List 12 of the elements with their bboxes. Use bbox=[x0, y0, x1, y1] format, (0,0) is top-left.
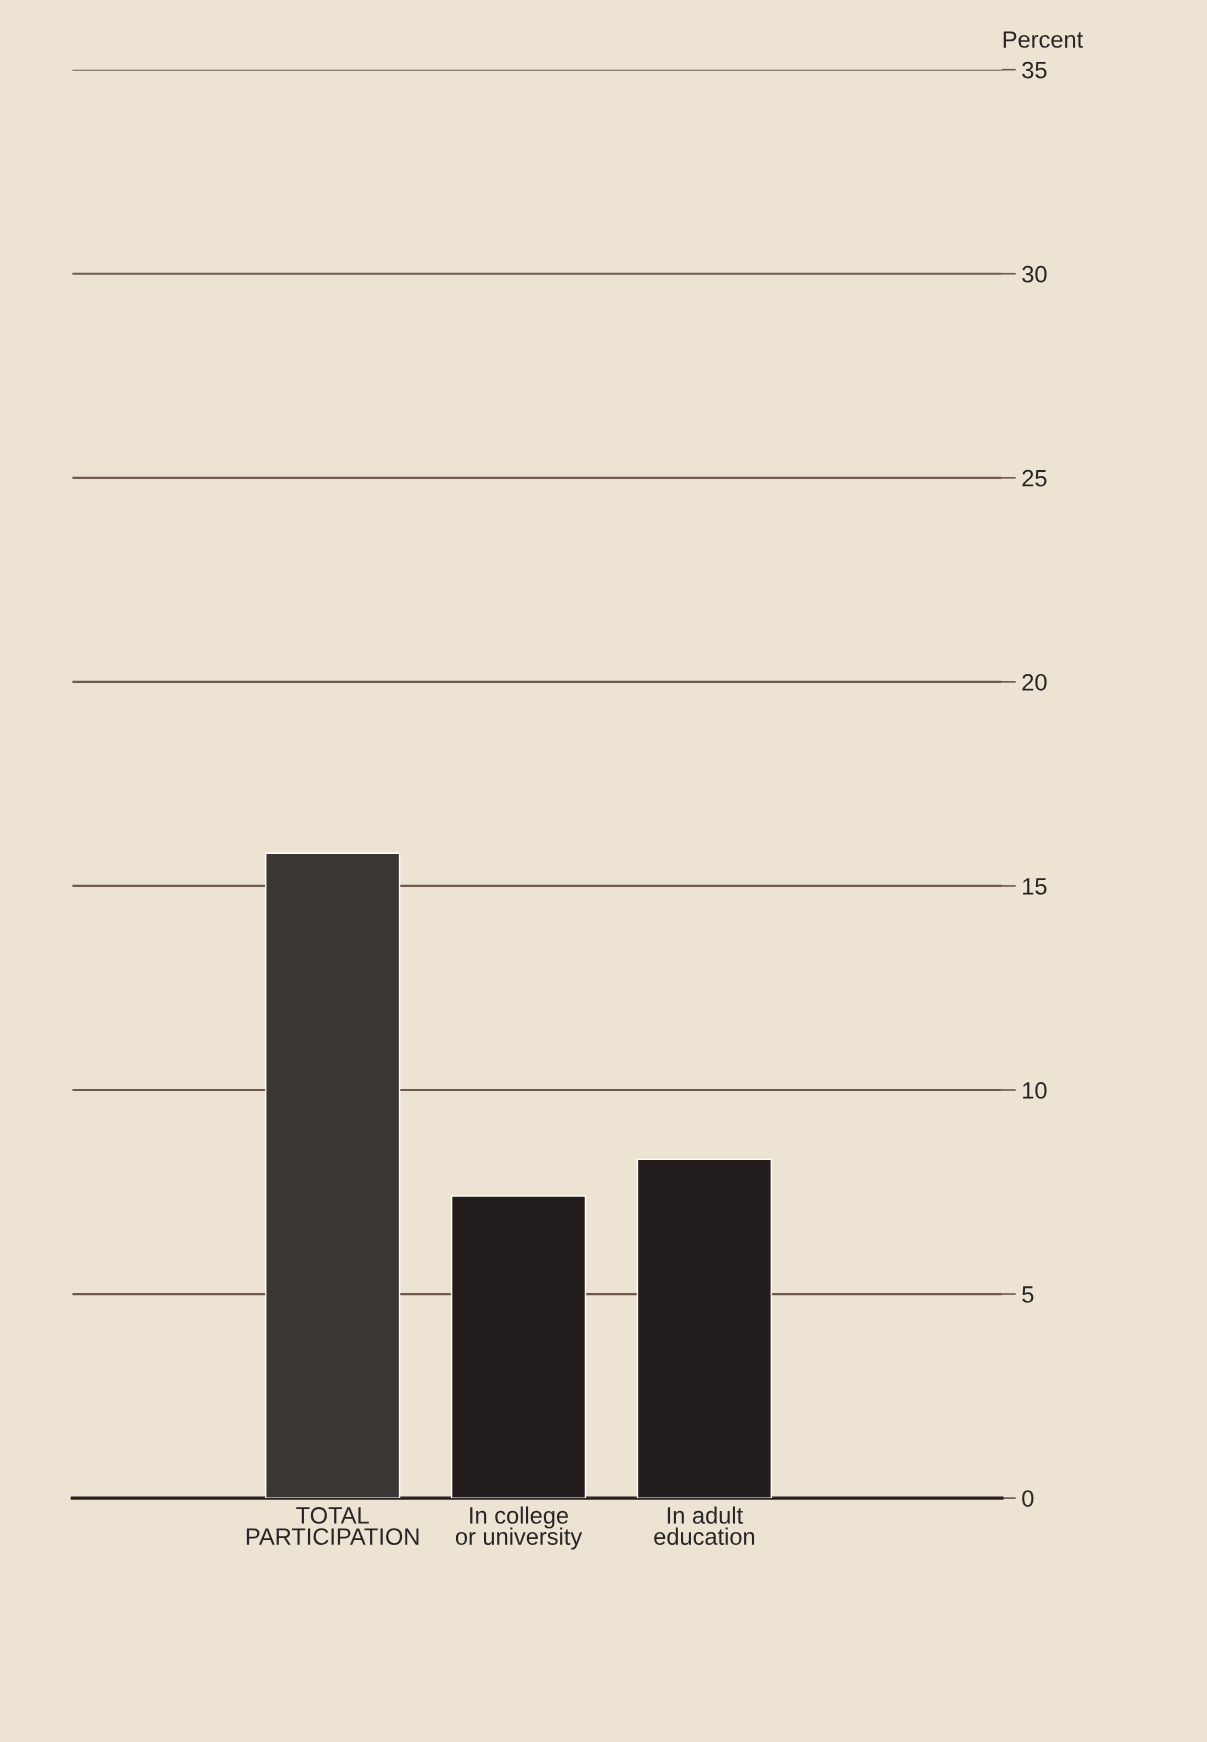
y-tick-label: 25 bbox=[1022, 469, 1047, 487]
x-tick-label: In adult education bbox=[654, 1506, 755, 1545]
y-tick-label: 15 bbox=[1023, 878, 1047, 895]
y-tick-label: 10 bbox=[1023, 1082, 1047, 1099]
x-tick-label: In college or university bbox=[455, 1506, 583, 1550]
y-tick-label: 5 bbox=[1022, 1286, 1034, 1303]
y-tick-label: 20 bbox=[1022, 673, 1047, 691]
y-axis-title: Percent bbox=[1003, 31, 1084, 48]
y-tick-label: 0 bbox=[1022, 1490, 1034, 1507]
y-tick-label: 35 bbox=[1022, 61, 1047, 79]
x-tick-label: TOTAL PARTICIPATION bbox=[246, 1507, 419, 1545]
y-tick-label: 30 bbox=[1022, 265, 1047, 283]
